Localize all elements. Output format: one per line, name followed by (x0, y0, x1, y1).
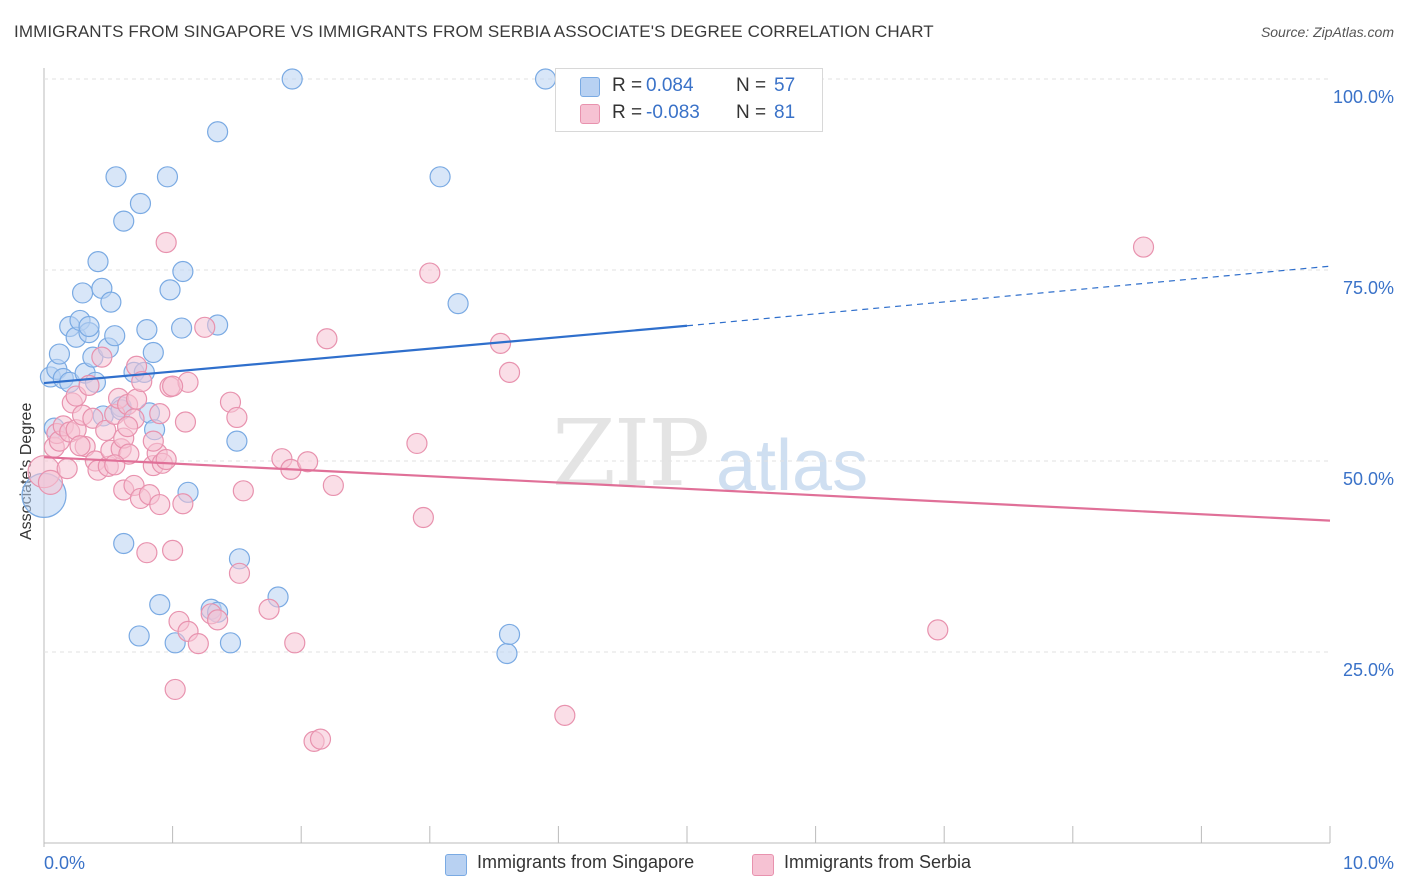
legend-n-label: N = (736, 75, 767, 96)
data-point-serbia (194, 316, 216, 338)
legend-swatch-serbia (580, 104, 600, 124)
legend-n-value-serbia: 81 (774, 102, 796, 123)
data-point-singapore (447, 293, 469, 315)
data-point-singapore (159, 279, 181, 301)
data-point-singapore (281, 68, 303, 90)
data-point-serbia (116, 416, 139, 438)
data-point-serbia (232, 480, 254, 502)
data-point-serbia (142, 430, 164, 452)
data-point-singapore (156, 166, 179, 188)
data-point-serbia (498, 361, 521, 383)
legend-r-label: R = (612, 102, 643, 123)
legend-n-label: N = (736, 102, 767, 123)
data-point-serbia (419, 262, 441, 284)
data-point-singapore (172, 260, 194, 283)
data-point-serbia (297, 451, 319, 473)
series-swatch-serbia (752, 854, 774, 876)
data-point-serbia (162, 539, 184, 561)
data-point-singapore (104, 325, 126, 347)
trend-line-singapore-extrapolated (686, 265, 1331, 327)
data-point-singapore (149, 594, 171, 616)
data-point-serbia (258, 598, 280, 620)
data-point-serbia (149, 403, 171, 425)
trend-line-singapore (43, 324, 688, 385)
data-point-serbia (406, 432, 428, 455)
data-point-serbia (1132, 236, 1155, 258)
data-point-singapore (498, 623, 521, 646)
y-tick-label: 50.0% (1343, 469, 1394, 489)
legend-r-label: R = (612, 75, 643, 96)
data-point-singapore (496, 642, 518, 665)
data-point-serbia (284, 632, 306, 654)
data-point-serbia (164, 678, 186, 701)
data-point-serbia (228, 562, 251, 584)
data-point-singapore (219, 632, 242, 654)
data-point-serbia (37, 469, 64, 495)
data-point-singapore (48, 343, 71, 365)
data-point-serbia (309, 728, 332, 750)
data-point-singapore (71, 282, 94, 304)
data-point-singapore (100, 291, 122, 313)
data-point-serbia (187, 632, 209, 655)
data-point-serbia (412, 506, 434, 529)
data-point-serbia (172, 493, 194, 515)
chart-title: IMMIGRANTS FROM SINGAPORE VS IMMIGRANTS … (14, 22, 934, 41)
data-point-serbia (554, 704, 576, 727)
data-point-serbia (162, 375, 184, 397)
data-point-serbia (322, 474, 344, 497)
data-point-singapore (207, 121, 229, 143)
data-point-serbia (174, 411, 197, 433)
data-point-singapore (136, 318, 158, 341)
data-point-serbia (316, 328, 338, 350)
data-point-serbia (69, 435, 91, 457)
data-point-singapore (534, 68, 557, 90)
data-point-singapore (129, 192, 152, 215)
data-point-serbia (131, 370, 153, 393)
data-point-singapore (429, 166, 451, 188)
data-point-singapore (226, 430, 248, 452)
data-point-serbia (82, 407, 104, 429)
data-point-serbia (136, 542, 158, 564)
data-point-singapore (87, 250, 109, 273)
data-point-serbia (125, 388, 148, 410)
series-label-singapore: Immigrants from Singapore (477, 852, 695, 872)
data-point-serbia (91, 346, 113, 368)
legend-n-value-singapore: 57 (774, 75, 796, 96)
series-swatch-singapore (445, 854, 467, 876)
data-point-serbia (155, 231, 177, 254)
data-point-serbia (95, 419, 117, 442)
data-point-serbia (118, 443, 140, 465)
data-point-serbia (104, 454, 126, 476)
series-label-serbia: Immigrants from Serbia (784, 852, 972, 872)
legend-swatch-singapore (580, 77, 600, 97)
correlation-legend: R = 0.084 N = 57 R = -0.083 N = 81 (555, 68, 823, 132)
data-point-singapore (171, 317, 193, 339)
data-point-serbia (155, 448, 177, 471)
data-point-singapore (113, 210, 135, 232)
data-point-singapore (128, 625, 150, 647)
legend-r-value-singapore: 0.084 (646, 75, 694, 96)
data-point-serbia (927, 619, 949, 641)
y-tick-label: 100.0% (1333, 87, 1394, 107)
data-point-serbia (56, 458, 78, 480)
data-point-serbia (149, 493, 171, 516)
data-point-singapore (142, 341, 164, 364)
source-label: Source: ZipAtlas.com (1260, 24, 1394, 40)
y-tick-label: 25.0% (1343, 660, 1394, 680)
data-point-singapore (113, 532, 135, 555)
data-point-singapore (105, 166, 127, 188)
x-tick-label: 10.0% (1343, 853, 1394, 873)
legend-r-value-serbia: -0.083 (646, 102, 700, 123)
data-point-singapore (78, 315, 100, 338)
trend-line-serbia (43, 456, 1331, 522)
x-tick-label: 0.0% (44, 853, 85, 873)
data-point-serbia (207, 609, 229, 631)
data-point-serbia (226, 406, 248, 429)
y-tick-label: 75.0% (1343, 278, 1394, 298)
